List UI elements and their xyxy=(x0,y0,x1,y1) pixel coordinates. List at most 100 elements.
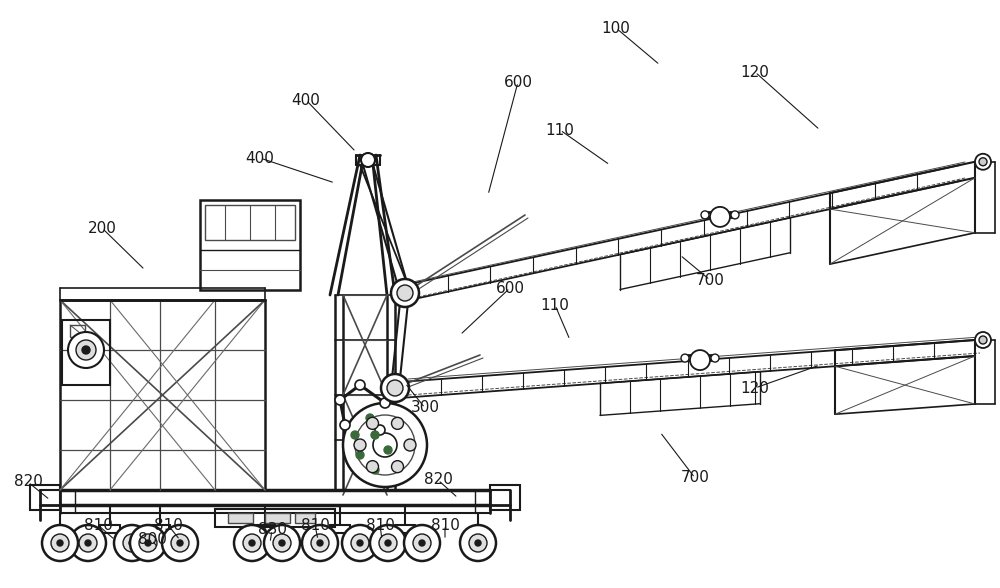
Text: 600: 600 xyxy=(496,280,524,296)
Bar xyxy=(30,485,60,510)
Circle shape xyxy=(79,534,97,552)
Circle shape xyxy=(392,460,404,473)
Circle shape xyxy=(392,417,404,429)
Circle shape xyxy=(387,380,403,396)
Circle shape xyxy=(342,525,378,561)
Circle shape xyxy=(366,414,374,422)
Circle shape xyxy=(355,380,365,390)
Text: 700: 700 xyxy=(696,272,724,288)
Circle shape xyxy=(396,284,414,302)
Circle shape xyxy=(373,433,397,457)
Circle shape xyxy=(354,439,366,451)
Text: 700: 700 xyxy=(681,470,709,486)
Text: 810: 810 xyxy=(84,517,112,533)
Bar xyxy=(295,513,315,523)
Text: 830: 830 xyxy=(258,523,287,537)
Circle shape xyxy=(302,525,338,561)
Bar xyxy=(205,205,295,240)
Text: 810: 810 xyxy=(154,517,182,533)
Circle shape xyxy=(701,211,709,219)
Text: 810: 810 xyxy=(301,517,329,533)
Circle shape xyxy=(384,446,392,454)
Circle shape xyxy=(343,403,427,487)
Circle shape xyxy=(264,525,300,561)
Circle shape xyxy=(371,431,379,439)
Circle shape xyxy=(711,354,719,362)
Circle shape xyxy=(85,540,91,546)
Text: 820: 820 xyxy=(14,475,42,489)
Circle shape xyxy=(317,540,323,546)
Circle shape xyxy=(367,460,379,473)
Circle shape xyxy=(386,379,404,397)
Bar xyxy=(215,509,335,527)
Circle shape xyxy=(123,534,141,552)
Text: 200: 200 xyxy=(88,220,116,236)
Circle shape xyxy=(351,534,369,552)
Circle shape xyxy=(356,451,364,459)
Circle shape xyxy=(397,285,413,301)
Circle shape xyxy=(42,525,78,561)
Circle shape xyxy=(710,207,730,227)
Bar xyxy=(60,300,265,490)
Circle shape xyxy=(367,417,379,429)
Bar xyxy=(265,513,290,523)
Circle shape xyxy=(51,534,69,552)
Circle shape xyxy=(57,540,63,546)
Text: 300: 300 xyxy=(411,400,440,416)
Circle shape xyxy=(76,340,96,360)
Circle shape xyxy=(979,158,987,166)
Bar xyxy=(62,320,110,385)
Circle shape xyxy=(371,466,379,474)
Circle shape xyxy=(357,540,363,546)
Circle shape xyxy=(385,540,391,546)
Circle shape xyxy=(681,354,689,362)
Circle shape xyxy=(391,279,419,307)
Circle shape xyxy=(82,346,90,354)
Circle shape xyxy=(340,420,350,430)
Text: 400: 400 xyxy=(246,151,274,165)
Circle shape xyxy=(279,540,285,546)
Circle shape xyxy=(171,534,189,552)
Bar xyxy=(200,200,300,290)
Circle shape xyxy=(469,534,487,552)
Circle shape xyxy=(375,425,385,435)
Circle shape xyxy=(404,525,440,561)
Text: 110: 110 xyxy=(546,122,574,138)
Circle shape xyxy=(351,431,359,439)
Circle shape xyxy=(690,350,710,370)
Text: 110: 110 xyxy=(541,298,569,312)
Text: 800: 800 xyxy=(138,533,166,547)
Circle shape xyxy=(139,534,157,552)
Circle shape xyxy=(129,540,135,546)
Bar xyxy=(228,513,253,523)
Circle shape xyxy=(130,525,166,561)
Circle shape xyxy=(311,534,329,552)
Circle shape xyxy=(68,332,104,368)
Circle shape xyxy=(475,540,481,546)
Circle shape xyxy=(380,398,390,408)
Circle shape xyxy=(975,153,991,170)
Circle shape xyxy=(335,395,345,405)
Circle shape xyxy=(273,534,291,552)
Circle shape xyxy=(234,525,270,561)
Circle shape xyxy=(162,525,198,561)
Circle shape xyxy=(355,415,415,475)
Text: 120: 120 xyxy=(741,65,769,79)
Circle shape xyxy=(404,439,416,451)
Circle shape xyxy=(419,540,425,546)
Circle shape xyxy=(979,336,987,344)
Bar xyxy=(490,485,520,510)
Text: 810: 810 xyxy=(431,517,459,533)
Circle shape xyxy=(731,211,739,219)
Circle shape xyxy=(370,525,406,561)
Circle shape xyxy=(243,534,261,552)
Circle shape xyxy=(379,534,397,552)
Circle shape xyxy=(249,540,255,546)
Circle shape xyxy=(177,540,183,546)
Text: 100: 100 xyxy=(602,21,630,35)
Text: 120: 120 xyxy=(741,380,769,396)
Circle shape xyxy=(381,374,409,402)
Circle shape xyxy=(361,153,375,167)
Circle shape xyxy=(145,540,151,546)
Bar xyxy=(70,325,85,337)
